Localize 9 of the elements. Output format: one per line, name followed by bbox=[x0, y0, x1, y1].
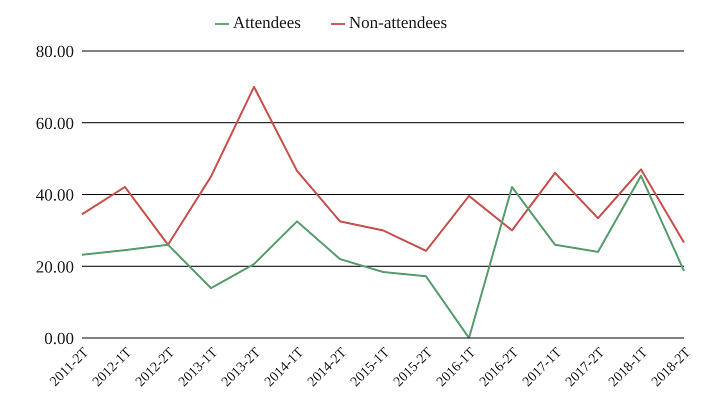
line-series bbox=[81, 86, 685, 252]
legend-label: Non-attendees bbox=[348, 13, 448, 32]
y-tick-label: 0.00 bbox=[44, 329, 74, 348]
y-tick-label: 20.00 bbox=[36, 257, 74, 276]
y-tick-label: 80.00 bbox=[36, 42, 74, 62]
legend-label: Attendees bbox=[232, 13, 301, 32]
line-series bbox=[81, 174, 685, 338]
y-tick-label: 40.00 bbox=[36, 186, 74, 205]
y-tick-label: 60.00 bbox=[36, 114, 74, 133]
